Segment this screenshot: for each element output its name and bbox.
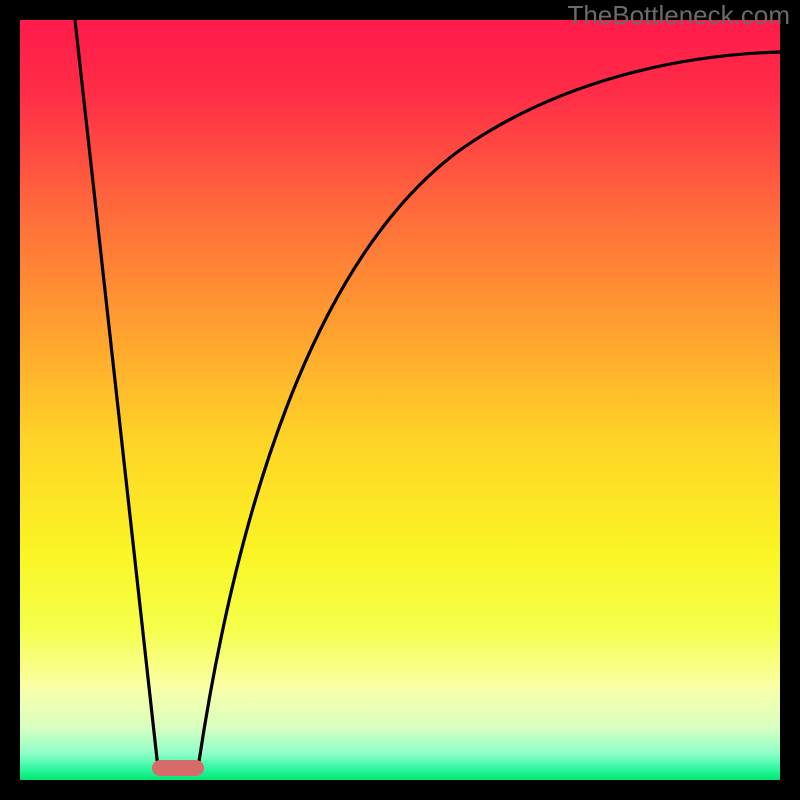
plot-background xyxy=(20,20,780,780)
watermark-text: TheBottleneck.com xyxy=(567,0,790,31)
minimum-marker xyxy=(152,760,204,776)
chart-container: TheBottleneck.com xyxy=(0,0,800,800)
chart-svg xyxy=(0,0,800,800)
